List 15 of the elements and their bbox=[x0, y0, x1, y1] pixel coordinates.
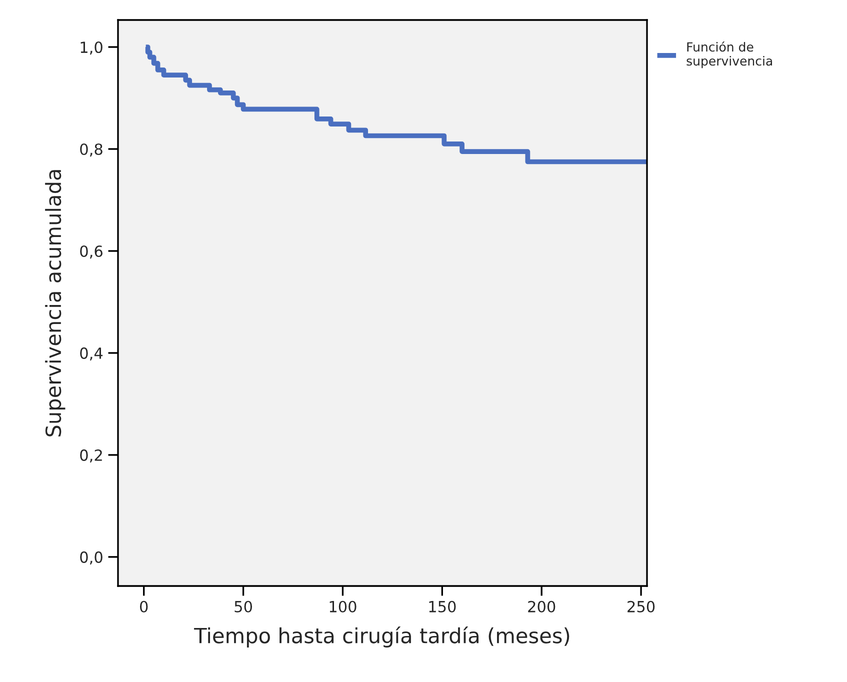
x-tick-label: 100 bbox=[330, 600, 356, 612]
y-axis-title: Supervivencia acumulada bbox=[45, 170, 66, 436]
y-tick-label: 0,8 bbox=[80, 143, 102, 157]
y-tick-label: 1,0 bbox=[80, 41, 102, 55]
y-tick-label: 0,6 bbox=[80, 245, 102, 259]
x-tick-label: 250 bbox=[628, 600, 655, 612]
y-tick-label: 0,2 bbox=[80, 449, 102, 463]
x-tick-label: 150 bbox=[429, 600, 456, 612]
x-tick-label: 0 bbox=[140, 600, 148, 612]
x-axis-title: Tiempo hasta cirugía tardía (meses) bbox=[194, 626, 570, 648]
y-tick-label: 0,4 bbox=[80, 347, 103, 361]
y-tick-label: 0,0 bbox=[80, 551, 102, 565]
x-tick-label: 200 bbox=[528, 600, 556, 612]
legend-label: Función de supervivencia bbox=[686, 41, 772, 68]
x-tick-label: 50 bbox=[234, 600, 252, 612]
